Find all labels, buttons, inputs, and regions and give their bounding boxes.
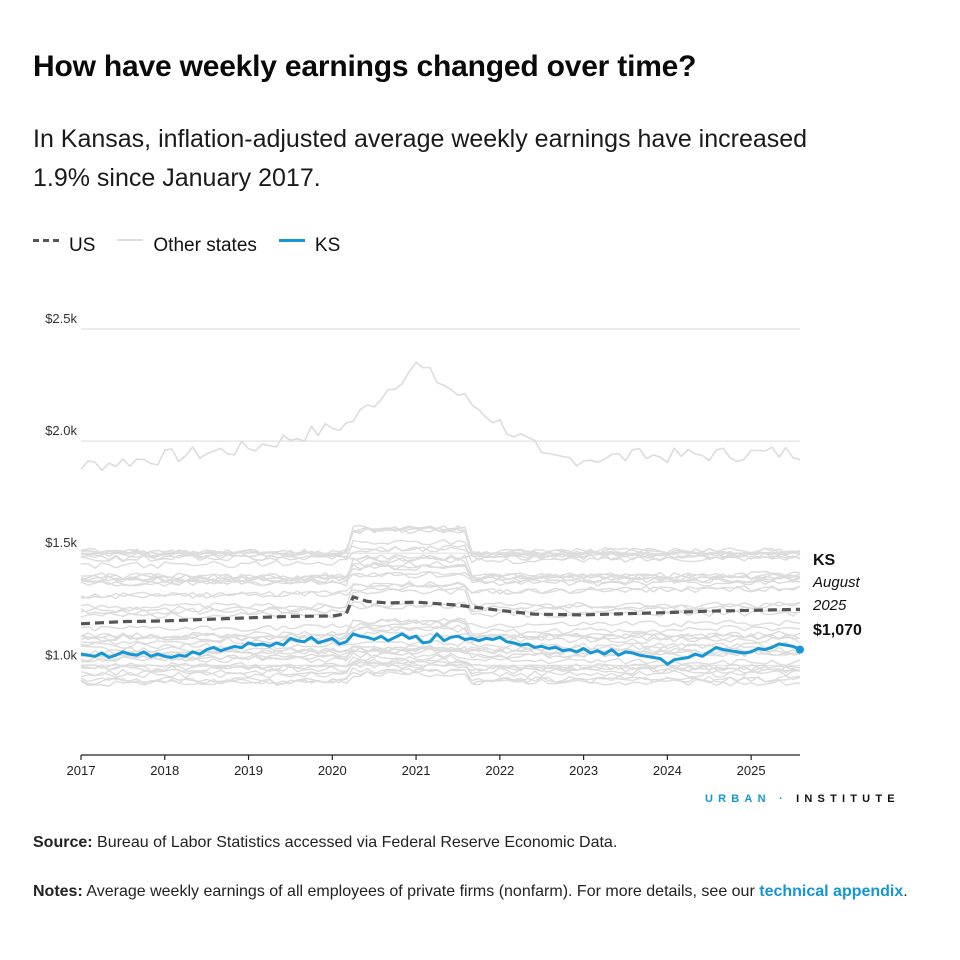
annotation-value: $1,070 [813, 622, 862, 639]
other-states-lines [80, 361, 801, 687]
notes: Notes: Average weekly earnings of all em… [33, 878, 913, 906]
other-state-line [80, 667, 801, 687]
other-state-line [80, 563, 801, 581]
legend-item-us: US [33, 235, 95, 257]
x-axis: 2017 2018 2019 2020 2021 2022 2023 2024 2025 [67, 754, 800, 778]
x-tick-label: 2018 [150, 763, 179, 778]
x-tick-label: 2021 [402, 763, 431, 778]
annotation-state: KS [813, 552, 836, 569]
other-state-line [80, 657, 801, 677]
other-state-line [80, 619, 801, 632]
x-tick-label: 2024 [653, 763, 682, 778]
annotation-year: 2025 [812, 597, 847, 614]
line-chart: $1.0k $1.5k $2.0k $2.5k 2017 2018 2019 2020 202… [45, 311, 862, 778]
other-state-line [80, 625, 801, 644]
brand-separator: · [779, 793, 788, 805]
legend-item-ks: KS [278, 235, 341, 257]
y-tick-label: $1.5k [45, 535, 77, 550]
other-state-outlier-line [80, 361, 801, 472]
legend-label-us: US [69, 235, 96, 256]
x-tick-label: 2025 [737, 763, 766, 778]
legend-swatch-other-states [117, 239, 144, 241]
source-text: Bureau of Labor Statistics accessed via … [92, 834, 618, 851]
y-tick-label: $2.5k [45, 311, 77, 326]
source-note: Source: Bureau of Labor Statistics acces… [33, 834, 617, 852]
brand-urban: URBAN [705, 793, 771, 805]
other-state-line [80, 661, 801, 673]
notes-end: . [903, 883, 908, 900]
ks-endpoint-marker [796, 645, 804, 654]
other-state-line [80, 651, 801, 667]
other-state-line [80, 639, 801, 650]
other-state-line [80, 646, 801, 661]
other-state-line [80, 588, 801, 616]
chart-subtitle: In Kansas, inflation-adjusted average we… [33, 125, 808, 192]
annotation-month: August [812, 574, 861, 591]
legend-swatch-us [33, 238, 59, 242]
other-state-line [80, 538, 801, 563]
legend-label-other-states: Other states [153, 235, 257, 256]
y-tick-label: $2.0k [45, 423, 77, 438]
gridlines [81, 328, 800, 666]
source-label: Source: [33, 834, 93, 851]
other-state-line [80, 571, 801, 580]
y-axis-labels: $1.0k $1.5k $2.0k $2.5k [45, 311, 77, 662]
technical-appendix-link[interactable]: technical appendix [759, 883, 904, 900]
other-state-line [80, 526, 801, 559]
us-series-line [80, 595, 801, 626]
brand-institute: INSTITUTE [796, 793, 900, 805]
other-state-line [80, 624, 801, 646]
urban-institute-logo: URBAN · INSTITUTE [705, 793, 900, 805]
legend-swatch-ks [278, 238, 305, 242]
x-tick-label: 2020 [318, 763, 347, 778]
notes-label: Notes: [33, 883, 83, 900]
other-state-line [80, 585, 801, 600]
chart-title: How have weekly earnings changed over ti… [33, 50, 697, 83]
ks-series-line [80, 632, 801, 666]
legend-label-ks: KS [314, 235, 341, 256]
other-state-line [80, 645, 801, 656]
y-tick-label: $1.0k [45, 647, 77, 662]
notes-text: Average weekly earnings of all employees… [82, 883, 760, 900]
other-state-line [80, 654, 801, 672]
legend: US Other states KS [33, 232, 362, 260]
x-tick-label: 2017 [67, 763, 96, 778]
other-state-line [80, 554, 801, 584]
other-state-line [80, 617, 801, 641]
main-series-lines [80, 595, 804, 666]
other-state-line [80, 644, 801, 663]
ks-annotation: KS August 2025 $1,070 [812, 552, 862, 639]
x-tick-label: 2022 [485, 763, 514, 778]
legend-item-other-states: Other states [117, 235, 257, 257]
x-tick-label: 2019 [234, 763, 263, 778]
x-tick-label: 2023 [569, 763, 598, 778]
